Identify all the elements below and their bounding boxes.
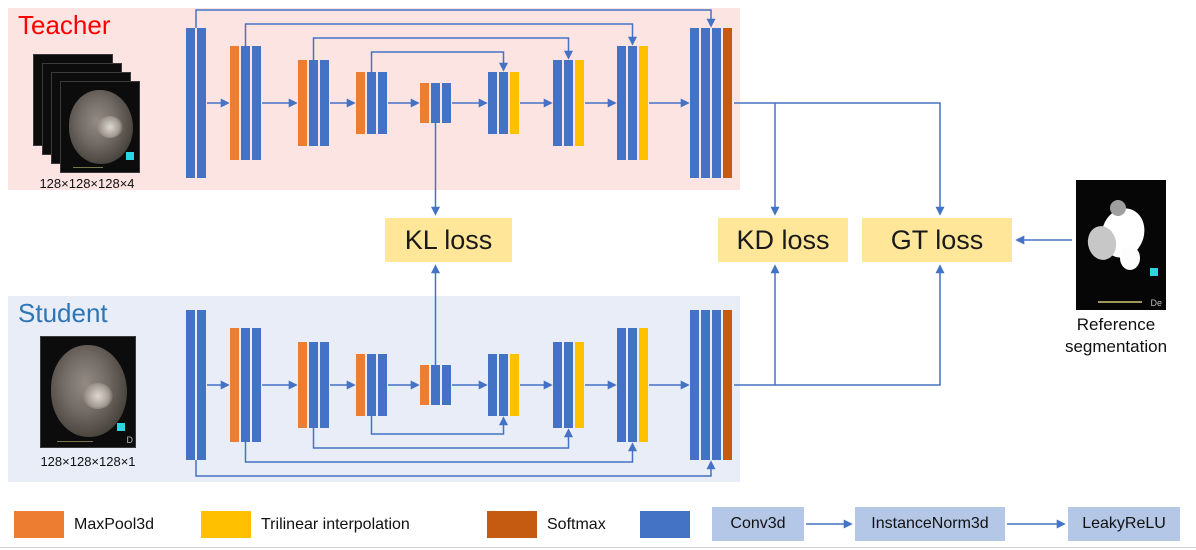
- trilinear-legend-swatch: [201, 511, 251, 538]
- leakyrelu-box: LeakyReLU: [1068, 507, 1180, 541]
- student-input-image: D: [40, 336, 136, 448]
- reference-caption: Reference segmentation: [1064, 315, 1168, 357]
- kl-loss-box: KL loss: [385, 218, 512, 262]
- reference-segmentation-image: De: [1076, 180, 1166, 310]
- softmax-legend-label: Softmax: [547, 516, 606, 533]
- conv3d-box: Conv3d: [712, 507, 804, 541]
- viewer-marker: [1150, 268, 1158, 276]
- scale-bar: [1098, 301, 1142, 303]
- segmentation-blob: [1110, 200, 1126, 216]
- gt-loss-box: GT loss: [862, 218, 1012, 262]
- student-label: Student: [18, 298, 108, 328]
- conv-legend-swatch: [640, 511, 690, 538]
- scale-bar: [73, 167, 103, 168]
- scale-bar: [57, 441, 93, 442]
- maxpool-legend-label: MaxPool3d: [74, 516, 155, 533]
- tumor-region: [97, 116, 123, 138]
- softmax-legend-swatch: [487, 511, 537, 538]
- viewer-marker: [126, 152, 134, 160]
- teacher-to-gt-arrow: [734, 102, 945, 216]
- student-to-gt-arrow: [734, 264, 945, 386]
- instancenorm3d-box: InstanceNorm3d: [855, 507, 1005, 541]
- viewer-corner-text: D: [126, 435, 134, 445]
- viewer-corner-text: De: [1150, 298, 1162, 308]
- kd-loss-box: KD loss: [718, 218, 848, 262]
- teacher-label: Teacher: [18, 10, 111, 40]
- bottom-divider: [0, 547, 1196, 548]
- maxpool-legend-swatch: [14, 511, 64, 538]
- trilinear-legend-label: Trilinear interpolation: [261, 516, 410, 533]
- tumor-region: [83, 383, 113, 409]
- teacher-input-caption: 128×128×128×4: [39, 176, 135, 191]
- segmentation-blob: [1120, 246, 1140, 270]
- viewer-marker: [117, 423, 125, 431]
- mri-slice-front: [60, 81, 140, 173]
- student-input-caption: 128×128×128×1: [40, 454, 136, 469]
